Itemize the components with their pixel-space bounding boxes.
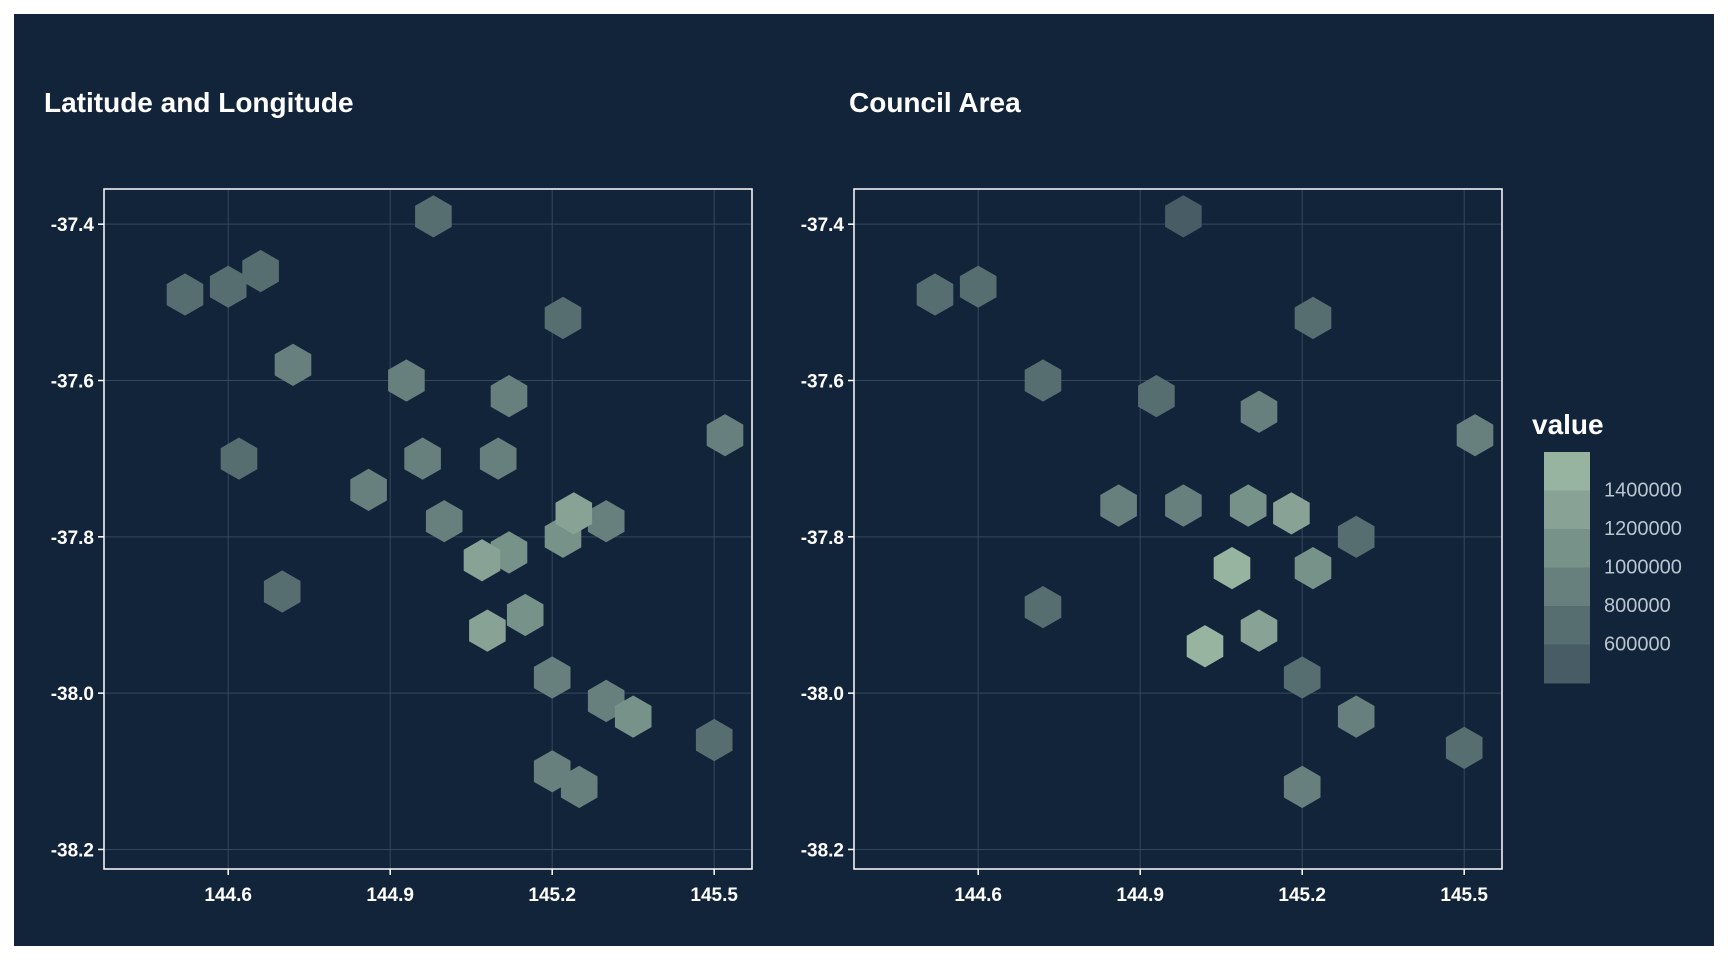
- legend-title: value: [1532, 409, 1604, 440]
- hex-bin: [1337, 515, 1375, 558]
- hex-bin: [614, 695, 652, 738]
- figure: Latitude and Longitude Council Area valu…: [14, 14, 1714, 946]
- hex-bin: [555, 492, 593, 535]
- y-tick-label: -38.0: [801, 684, 844, 705]
- legend-swatch: [1544, 452, 1590, 491]
- y-tick-label: -37.6: [51, 371, 94, 392]
- hex-bin: [263, 570, 301, 613]
- hex-bin: [1138, 375, 1175, 418]
- y-tick-label: -37.4: [51, 215, 95, 236]
- right-panel-title: Council Area: [849, 87, 1021, 118]
- hex-bin: [1100, 484, 1137, 527]
- legend-label: 800000: [1604, 595, 1671, 617]
- hex-bin: [1186, 625, 1224, 668]
- hex-bin: [350, 468, 387, 511]
- x-tick-label: 145.5: [690, 885, 738, 906]
- hex-bin: [1283, 656, 1321, 699]
- hex-bin: [274, 343, 312, 386]
- hex-bin: [1165, 484, 1202, 527]
- hex-bin: [695, 718, 733, 762]
- left-panel-title: Latitude and Longitude: [44, 87, 354, 118]
- hex-bin: [463, 539, 501, 582]
- x-tick-label: 144.6: [954, 885, 1002, 906]
- hex-bin: [706, 414, 744, 457]
- hex-bin: [1445, 726, 1483, 769]
- y-tick-label: -38.2: [801, 840, 844, 861]
- legend-swatch: [1544, 529, 1590, 568]
- hex-bin: [388, 359, 425, 402]
- hex-bin: [404, 437, 441, 480]
- hex-bin: [1240, 390, 1278, 433]
- hex-bin: [1240, 609, 1278, 652]
- panel-border: [103, 188, 753, 870]
- hex-bin: [1229, 484, 1267, 527]
- hex-bin: [220, 437, 258, 480]
- hex-bin: [490, 375, 528, 418]
- hex-bin: [469, 609, 506, 652]
- legend-swatch: [1544, 567, 1590, 607]
- hex-bin: [533, 656, 571, 699]
- x-tick-label: 145.2: [1278, 885, 1326, 906]
- legend-swatch: [1544, 644, 1590, 684]
- x-tick-label: 144.6: [204, 885, 252, 906]
- legend-label: 1400000: [1604, 480, 1682, 502]
- x-tick-label: 145.2: [528, 885, 576, 906]
- hex-bin: [209, 265, 247, 308]
- hex-bin: [479, 437, 517, 480]
- legend-label: 1000000: [1604, 557, 1682, 579]
- y-tick-label: -37.8: [51, 528, 94, 549]
- legend-label: 600000: [1604, 634, 1671, 656]
- hex-bin: [415, 195, 452, 238]
- hex-bin: [1024, 586, 1062, 629]
- hex-bin: [1294, 547, 1332, 590]
- hex-bin: [959, 265, 997, 308]
- y-tick-label: -37.6: [801, 371, 844, 392]
- hex-bin: [425, 500, 463, 543]
- hex-bin: [1283, 765, 1321, 809]
- hex-bin: [1294, 296, 1332, 340]
- y-tick-label: -38.2: [51, 840, 94, 861]
- hex-bin: [1165, 195, 1202, 238]
- hex-bin: [544, 296, 582, 340]
- hex-bin: [506, 593, 544, 637]
- hex-bin: [166, 273, 204, 316]
- hex-bin: [1456, 414, 1494, 457]
- x-tick-label: 144.9: [1116, 885, 1164, 906]
- plots-svg: 144.6 144.9 145.2 145.5 -37.4 -37.6 -37.8 -38.0…: [51, 188, 1682, 906]
- hex-bin: [1213, 547, 1251, 590]
- y-tick-label: -37.4: [801, 215, 845, 236]
- hex-bin: [1273, 492, 1310, 535]
- hex-bin: [1337, 695, 1375, 738]
- legend-swatch: [1544, 490, 1590, 530]
- hex-bin: [242, 249, 279, 293]
- legend-swatch: [1544, 606, 1590, 645]
- y-tick-label: -37.8: [801, 528, 844, 549]
- hex-bin: [916, 273, 954, 316]
- hex-bin: [560, 765, 598, 809]
- hex-bin: [1024, 359, 1062, 402]
- legend-label: 1200000: [1604, 518, 1682, 540]
- hex-bin: [587, 500, 625, 543]
- y-tick-label: -38.0: [51, 684, 94, 705]
- x-tick-label: 145.5: [1440, 885, 1488, 906]
- panel-border: [853, 188, 1503, 870]
- x-tick-label: 144.9: [366, 885, 414, 906]
